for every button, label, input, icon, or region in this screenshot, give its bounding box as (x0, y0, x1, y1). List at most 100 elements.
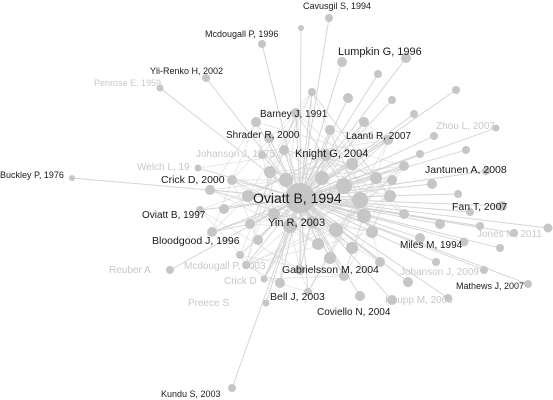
node-label-knupp: Knupp M, 2009 (385, 295, 453, 306)
edge-line (299, 73, 379, 199)
graph-node (359, 117, 369, 127)
node-label-yin: Yin R, 2003 (268, 217, 325, 229)
edge-line (283, 149, 353, 165)
edge-line (299, 61, 343, 199)
edge-line (299, 91, 313, 271)
graph-node (496, 244, 504, 252)
edge-line (197, 167, 301, 199)
edge-line (299, 197, 409, 283)
graph-node (403, 277, 413, 287)
edge-line (231, 179, 259, 241)
graph-node-buckley (69, 175, 75, 181)
node-label-johanson1975: Johanson J, 1975 (196, 149, 275, 160)
edge-line (299, 197, 481, 227)
node-label-kundu: Kundu S, 2003 (161, 389, 221, 399)
graph-node-crick_faded (260, 275, 268, 283)
graph-node (462, 146, 470, 154)
graph-node (454, 190, 462, 198)
edge-line (263, 278, 309, 293)
graph-node (416, 150, 424, 158)
node-label-crick_faded: Crick D (224, 276, 257, 287)
graph-node (304, 288, 312, 296)
edge-line (211, 195, 249, 233)
graph-node (312, 238, 324, 250)
graph-node-bell (275, 278, 285, 288)
graph-node (264, 166, 276, 178)
edge-line (199, 209, 301, 271)
edge-line (199, 209, 265, 280)
edge-line (261, 112, 297, 156)
graph-node-mcdougall1996 (258, 40, 266, 48)
label-layer: Cavusgil S, 1994 Mcdougall P, 1996 Lumpkin… (0, 1, 542, 399)
graph-node-zhou (492, 124, 500, 132)
graph-node (476, 222, 484, 230)
graph-node-welch (194, 164, 202, 172)
edge-line (321, 177, 391, 197)
graph-node-miles (459, 237, 469, 247)
node-label-welch: Welch L, 19 (137, 162, 190, 173)
edge-line (249, 91, 313, 225)
node-label-fan: Fan T, 2007 (452, 201, 507, 213)
graph-node (384, 190, 396, 202)
edge-line (263, 275, 345, 280)
graph-node (242, 190, 254, 202)
graph-node (435, 219, 445, 229)
node-label-crick2000: Crick D, 2000 (161, 174, 225, 186)
graph-node (375, 257, 385, 267)
graph-node-gabrielsson (324, 252, 336, 264)
node-label-jantunen: Jantunen A, 2008 (425, 164, 507, 176)
graph-node-mathews (524, 280, 532, 288)
node-label-oviatt1997: Oviatt B, 1997 (142, 210, 206, 221)
graph-node-fan (497, 201, 507, 211)
graph-node (251, 117, 261, 127)
node-label-coviello: Coviello N, 2004 (317, 307, 391, 318)
graph-node (427, 179, 437, 189)
graph-node (388, 96, 396, 104)
graph-node (352, 192, 368, 208)
graph-node (374, 70, 382, 78)
edge-line (285, 165, 405, 181)
node-label-reuber: Reuber A (109, 265, 151, 276)
graph-node-ylirenko (202, 74, 210, 82)
edge-line (299, 97, 349, 199)
edge-line (255, 121, 275, 215)
node-label-bell: Bell J, 2003 (270, 291, 325, 303)
graph-node-knight (320, 149, 332, 161)
graph-node (466, 208, 474, 216)
node-label-bloodgood: Bloodgood J, 1996 (152, 235, 240, 247)
edge-line (329, 129, 391, 197)
graph-node (236, 251, 244, 259)
edge-line (289, 199, 361, 227)
node-label-johanson2009: Johanson J, 2009 (400, 267, 479, 278)
graph-node (399, 209, 409, 219)
graph-node (329, 223, 343, 237)
node-layer (69, 14, 553, 392)
graph-node (298, 25, 304, 31)
edge-line (209, 189, 373, 233)
edge-line (289, 225, 301, 271)
node-label-miles: Miles M, 1994 (400, 240, 463, 251)
node-label-oviatt1994: Oviatt B, 1994 (253, 190, 342, 206)
graph-node-reuber (166, 266, 174, 274)
edge-line (299, 197, 441, 225)
edge-line (311, 179, 393, 223)
graph-node (399, 161, 409, 171)
graph-node (315, 171, 329, 185)
node-label-preece: Preece S (188, 298, 229, 309)
graph-node (415, 233, 425, 243)
graph-node-johanson1975 (258, 151, 266, 159)
graph-node-oviatt1994 (285, 183, 315, 213)
edge-line (199, 197, 301, 211)
graph-node-laanti (383, 135, 393, 145)
node-label-mcdougall2003: Mcdougall P, 2003 (184, 261, 266, 272)
edge-line (209, 189, 319, 245)
graph-node-kundu (228, 384, 236, 392)
edge-line (299, 197, 549, 229)
edge-line (283, 112, 297, 151)
graph-node (207, 227, 217, 237)
node-label-laanti: Laanti R, 2007 (346, 131, 411, 142)
graph-node-oviatt1997 (219, 204, 229, 214)
node-label-zhou: Zhou L, 2007 (436, 121, 495, 132)
graph-node (339, 271, 349, 281)
